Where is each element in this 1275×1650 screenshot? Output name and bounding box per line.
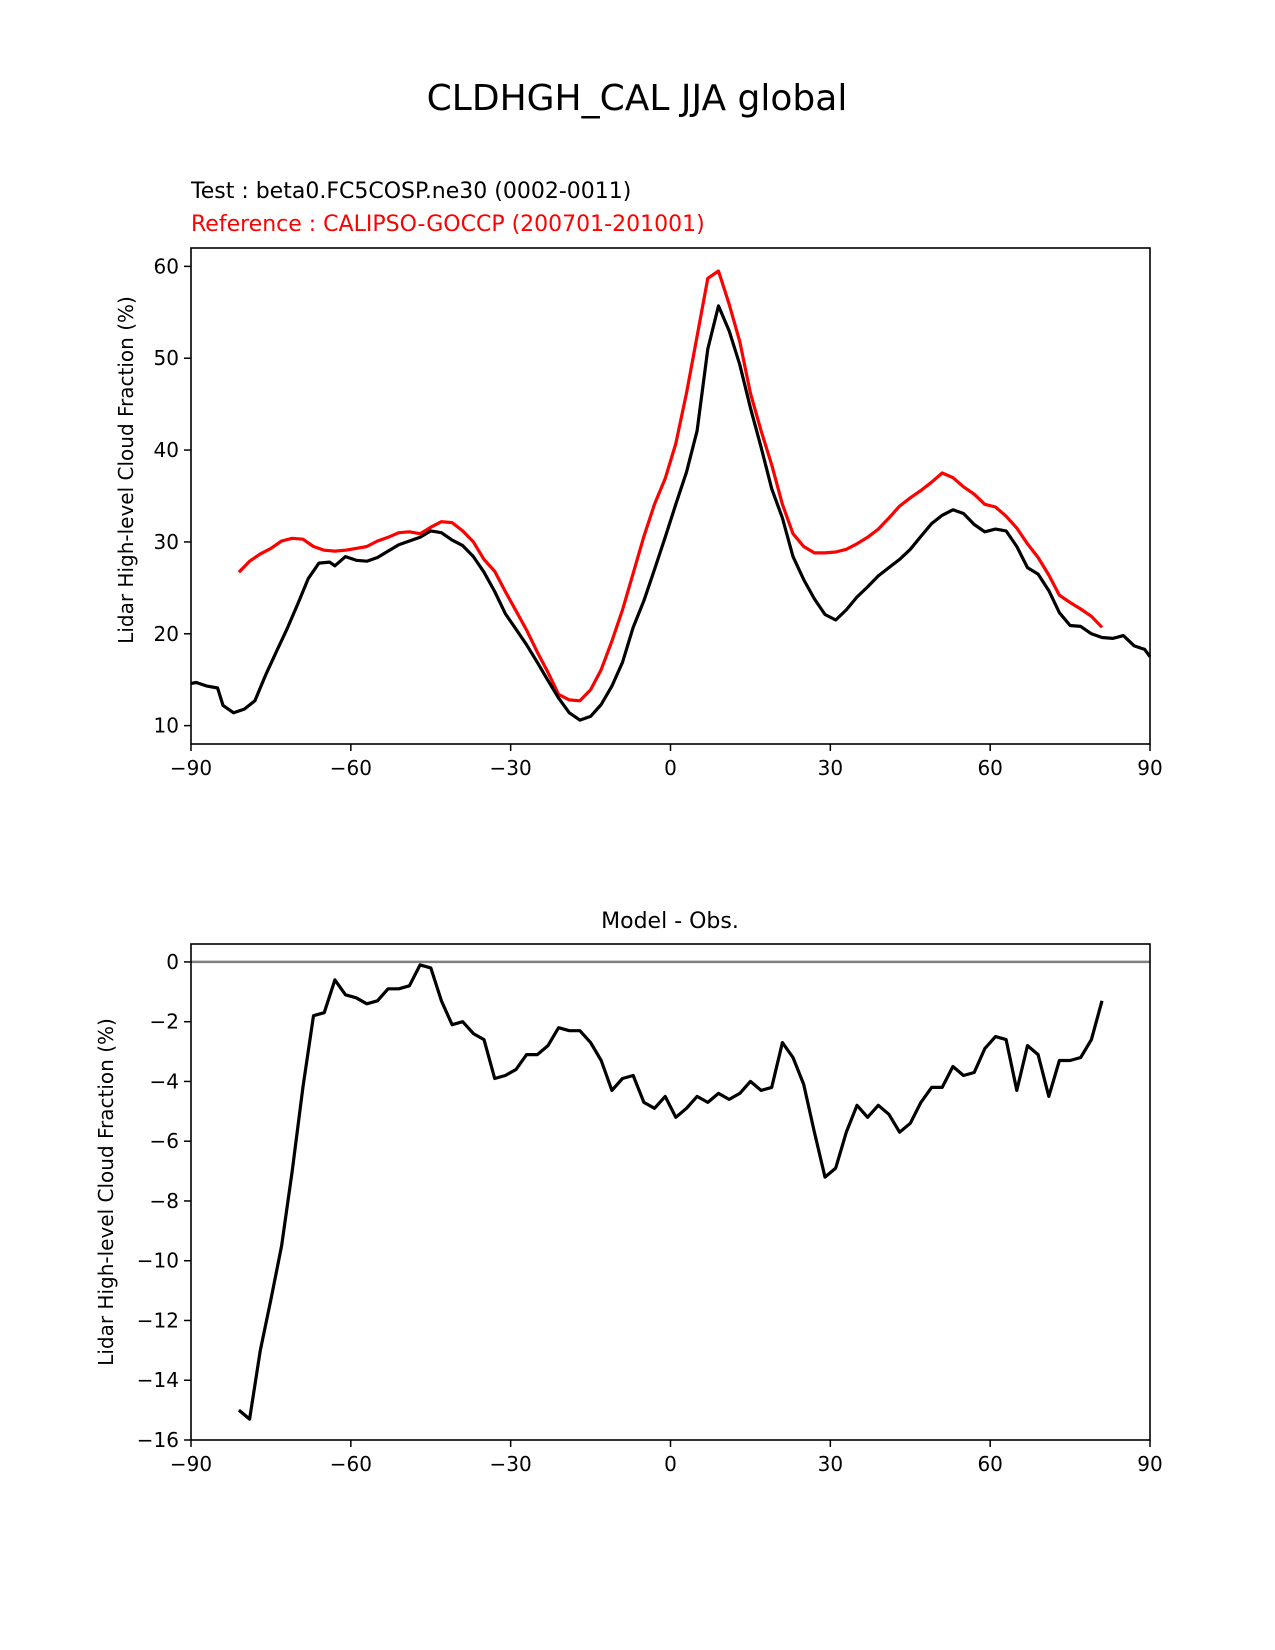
bottom-panel: Model - Obs. Lidar High-level Cloud Frac… (94, 909, 1163, 1476)
test-label: Test : beta0.FC5COSP.ne30 (0002-0011) (190, 179, 631, 204)
bottom-plot-lines (237, 963, 1104, 1421)
top-panel: Test : beta0.FC5COSP.ne30 (0002-0011) Re… (114, 179, 1163, 780)
y-tick-label: 40 (154, 438, 179, 462)
x-tick-label: 60 (977, 756, 1002, 780)
top-y-axis-label: Lidar High-level Cloud Fraction (%) (114, 296, 138, 644)
x-tick-label: 30 (818, 756, 843, 780)
top-plot-lines (190, 269, 1152, 722)
top-y-ticks: 10 20 30 40 50 60 (154, 254, 191, 738)
y-tick-label: 0 (166, 950, 179, 974)
x-tick-label: −90 (170, 1452, 212, 1476)
top-x-ticks: −90 −60 −30 0 30 60 90 (170, 744, 1163, 780)
y-tick-label: −16 (137, 1428, 179, 1452)
x-tick-label: 30 (818, 1452, 843, 1476)
y-tick-label: −14 (137, 1368, 179, 1392)
series-line-0 (237, 963, 1104, 1421)
x-tick-label: 0 (664, 756, 677, 780)
x-tick-label: −60 (330, 1452, 372, 1476)
x-tick-label: 60 (977, 1452, 1002, 1476)
bottom-y-axis-label: Lidar High-level Cloud Fraction (%) (94, 1018, 118, 1366)
bottom-panel-title: Model - Obs. (601, 909, 739, 934)
x-tick-label: −30 (490, 1452, 532, 1476)
reference-label: Reference : CALIPSO-GOCCP (200701-201001… (191, 212, 705, 237)
y-tick-label: −4 (150, 1069, 179, 1093)
x-tick-label: 0 (664, 1452, 677, 1476)
x-tick-label: 90 (1137, 1452, 1162, 1476)
y-tick-label: −12 (137, 1308, 179, 1332)
x-tick-label: 90 (1137, 756, 1162, 780)
y-tick-label: 50 (154, 346, 179, 370)
y-tick-label: −6 (150, 1129, 179, 1153)
series-line-0 (237, 269, 1104, 703)
y-tick-label: 10 (154, 714, 179, 738)
x-tick-label: −60 (330, 756, 372, 780)
x-tick-label: −30 (490, 756, 532, 780)
bottom-y-ticks: 0 −2 −4 −6 −8 −10 −12 −14 −16 (137, 950, 191, 1452)
y-tick-label: −8 (150, 1189, 179, 1213)
bottom-x-ticks: −90 −60 −30 0 30 60 90 (170, 1440, 1163, 1476)
x-tick-label: −90 (170, 756, 212, 780)
y-tick-label: −2 (150, 1010, 179, 1034)
top-plot-frame (190, 247, 1151, 745)
bottom-plot-frame (190, 943, 1151, 1441)
y-tick-label: 30 (154, 530, 179, 554)
y-tick-label: 60 (154, 254, 179, 278)
y-tick-label: 20 (154, 622, 179, 646)
figure-title: CLDHGH_CAL JJA global (427, 78, 848, 119)
series-line-1 (190, 304, 1152, 722)
y-tick-label: −10 (137, 1249, 179, 1273)
